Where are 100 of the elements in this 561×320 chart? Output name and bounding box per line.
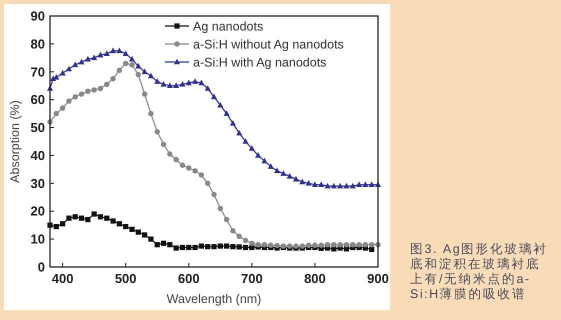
point bbox=[343, 182, 350, 188]
point bbox=[186, 165, 192, 171]
point bbox=[299, 178, 306, 184]
point bbox=[318, 242, 324, 248]
point bbox=[368, 181, 375, 188]
point bbox=[66, 66, 72, 72]
point bbox=[369, 246, 374, 252]
point bbox=[116, 221, 122, 226]
point bbox=[85, 88, 91, 94]
caption: 图3. Ag图形化玻璃衬底和淀积在玻璃衬底上有/无纳米点的a-Si:H薄膜的吸收谱 bbox=[410, 242, 550, 302]
point bbox=[72, 94, 78, 100]
point bbox=[91, 87, 97, 93]
y-tick-label: 70 bbox=[30, 64, 45, 80]
point bbox=[337, 242, 343, 248]
point bbox=[255, 152, 262, 158]
point bbox=[293, 176, 299, 182]
point bbox=[116, 68, 122, 74]
point bbox=[92, 211, 97, 217]
x-tick-label: 500 bbox=[114, 271, 137, 286]
point bbox=[110, 48, 116, 54]
point bbox=[136, 72, 142, 78]
y-tick-label: 40 bbox=[30, 148, 45, 163]
point bbox=[148, 72, 154, 78]
point bbox=[72, 214, 78, 220]
point bbox=[236, 244, 242, 250]
legend-label: a-Si:H with Ag nanodots bbox=[193, 56, 326, 70]
point bbox=[129, 226, 135, 232]
point bbox=[204, 85, 211, 91]
point bbox=[142, 232, 148, 238]
point bbox=[255, 242, 261, 248]
point bbox=[242, 138, 249, 144]
point bbox=[362, 181, 368, 188]
point bbox=[136, 230, 141, 235]
y-tick-label: 20 bbox=[30, 204, 45, 219]
point bbox=[261, 158, 268, 164]
point bbox=[356, 181, 362, 188]
point bbox=[280, 170, 286, 176]
y-tick-label: 50 bbox=[30, 120, 45, 136]
point bbox=[324, 182, 331, 188]
x-tick-label: 600 bbox=[178, 271, 200, 286]
point bbox=[54, 110, 60, 116]
y-tick-label: 80 bbox=[30, 36, 45, 52]
x-tick-label: 700 bbox=[240, 271, 263, 286]
point bbox=[192, 168, 198, 174]
y-axis-title: Absorption (%) bbox=[8, 100, 22, 183]
point bbox=[173, 82, 180, 88]
point bbox=[268, 163, 274, 169]
point bbox=[249, 240, 255, 246]
legend-label: a-Si:H without Ag nanodots bbox=[193, 38, 344, 52]
point bbox=[154, 129, 160, 134]
point bbox=[50, 75, 56, 82]
point bbox=[148, 236, 154, 242]
point bbox=[142, 68, 148, 74]
point bbox=[230, 244, 236, 250]
point bbox=[154, 78, 160, 84]
point bbox=[110, 76, 116, 82]
point bbox=[230, 228, 236, 234]
point bbox=[217, 102, 224, 108]
point bbox=[180, 162, 186, 168]
point bbox=[312, 181, 318, 188]
point bbox=[211, 192, 217, 198]
legend-label: Ag nanodots bbox=[193, 20, 264, 34]
y-tick-label: 90 bbox=[30, 8, 45, 24]
point bbox=[60, 70, 66, 76]
point bbox=[98, 214, 104, 220]
point bbox=[192, 78, 198, 84]
y-tick-label: 30 bbox=[30, 176, 45, 191]
point bbox=[249, 244, 254, 250]
point bbox=[78, 91, 84, 97]
point bbox=[78, 58, 85, 64]
point bbox=[242, 244, 248, 250]
point bbox=[180, 244, 186, 250]
point bbox=[85, 216, 90, 222]
point bbox=[312, 242, 318, 248]
x-tick-label: 900 bbox=[367, 271, 389, 286]
point bbox=[54, 224, 59, 230]
point bbox=[91, 54, 98, 60]
point bbox=[218, 243, 223, 249]
point bbox=[60, 221, 66, 226]
point bbox=[224, 216, 230, 222]
point bbox=[274, 167, 280, 174]
point bbox=[78, 216, 84, 221]
x-tick-label: 400 bbox=[52, 271, 74, 286]
point bbox=[104, 50, 110, 56]
point bbox=[248, 145, 255, 151]
point bbox=[350, 242, 356, 248]
point bbox=[148, 110, 154, 116]
point bbox=[211, 244, 217, 250]
y-tick-label: 0 bbox=[38, 260, 45, 274]
point bbox=[167, 242, 172, 248]
point bbox=[218, 206, 224, 212]
point bbox=[98, 86, 104, 92]
point bbox=[173, 156, 179, 162]
point bbox=[198, 172, 204, 178]
point bbox=[205, 244, 210, 250]
point bbox=[330, 182, 337, 188]
point bbox=[135, 62, 142, 68]
point bbox=[60, 105, 66, 111]
point bbox=[186, 80, 192, 86]
point bbox=[331, 242, 337, 248]
